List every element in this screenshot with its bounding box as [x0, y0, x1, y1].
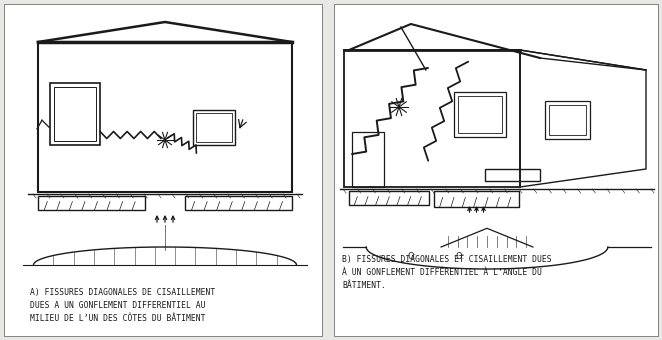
Text: MILIEU DE L’UN DES CÔTES DU BÂTIMENT: MILIEU DE L’UN DES CÔTES DU BÂTIMENT — [30, 314, 205, 323]
Bar — [434, 191, 519, 207]
Bar — [50, 83, 100, 145]
Bar — [352, 132, 384, 187]
Bar — [4, 4, 322, 336]
Bar — [38, 196, 145, 210]
Bar — [549, 105, 586, 135]
Text: À UN GONFLEMENT DIFFÉRENTIEL À L’ANGLE DU: À UN GONFLEMENT DIFFÉRENTIEL À L’ANGLE D… — [342, 268, 542, 277]
Text: O:: O: — [456, 252, 465, 261]
Bar — [196, 113, 232, 142]
Bar — [334, 4, 658, 336]
Bar — [545, 101, 590, 139]
Text: DUES A UN GONFLEMENT DIFFERENTIEL AU: DUES A UN GONFLEMENT DIFFERENTIEL AU — [30, 301, 205, 310]
Bar — [185, 196, 292, 210]
Bar — [38, 42, 292, 192]
Bar — [349, 191, 429, 205]
Text: B) FISSURES DIAGONALES ET CISAILLEMENT DUES: B) FISSURES DIAGONALES ET CISAILLEMENT D… — [342, 255, 551, 264]
Bar — [344, 50, 520, 187]
Text: BÂTIMENT.: BÂTIMENT. — [342, 281, 386, 290]
Bar — [193, 110, 235, 145]
Bar — [485, 169, 540, 181]
Text: O:: O: — [407, 252, 416, 261]
Bar — [454, 92, 506, 137]
Bar — [458, 96, 502, 133]
Text: A) FISSURES DIAGONALES DE CISAILLEMENT: A) FISSURES DIAGONALES DE CISAILLEMENT — [30, 288, 215, 297]
Bar — [54, 87, 96, 141]
